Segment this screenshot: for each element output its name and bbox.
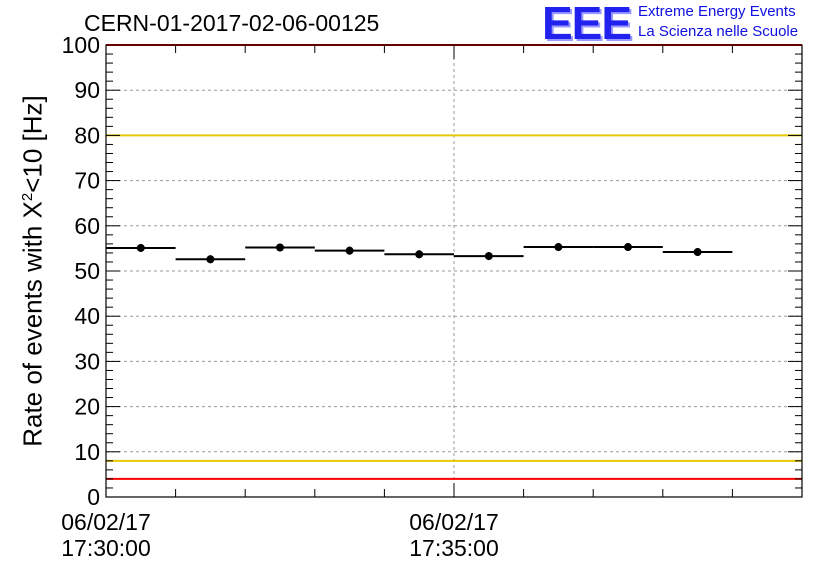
data-point	[345, 246, 354, 255]
x-tick-date: 06/02/17	[61, 509, 151, 535]
data-point	[206, 255, 215, 264]
y-tick-label: 60	[74, 213, 100, 239]
x-tick-time: 17:35:00	[409, 535, 499, 561]
data-point	[554, 243, 563, 252]
y-tick-label: 20	[74, 394, 100, 420]
y-tick-label: 50	[74, 258, 100, 284]
y-tick-label: 100	[62, 32, 100, 58]
x-tick-label: 06/02/17 17:30:00	[61, 509, 151, 561]
y-tick-label: 80	[74, 122, 100, 148]
data-point	[276, 243, 284, 252]
data-point	[624, 243, 632, 252]
data-point	[484, 252, 493, 261]
y-tick-label: 10	[74, 439, 100, 465]
logo-tagline-2: La Scienza nelle Scuole	[638, 23, 799, 40]
eee-logo: EEE Extreme Energy Events La Scienza nel…	[542, 0, 836, 46]
data-point	[415, 250, 424, 259]
y-tick-label: 30	[74, 348, 100, 374]
x-tick-label: 06/02/17 17:35:00	[409, 509, 499, 561]
data-point	[693, 248, 702, 257]
chart-title: CERN-01-2017-02-06-00125	[84, 10, 380, 36]
x-tick-time: 17:30:00	[61, 535, 151, 561]
y-tick-label: 90	[74, 77, 100, 103]
y-tick-label: 70	[74, 168, 100, 194]
data-point	[136, 243, 145, 252]
x-tick-date: 06/02/17	[409, 509, 499, 535]
logo-tagline-1: Extreme Energy Events	[638, 3, 796, 20]
y-tick-label: 0	[87, 484, 100, 510]
eee-logo-mark: EEE	[542, 0, 632, 49]
y-tick-label: 40	[74, 303, 100, 329]
